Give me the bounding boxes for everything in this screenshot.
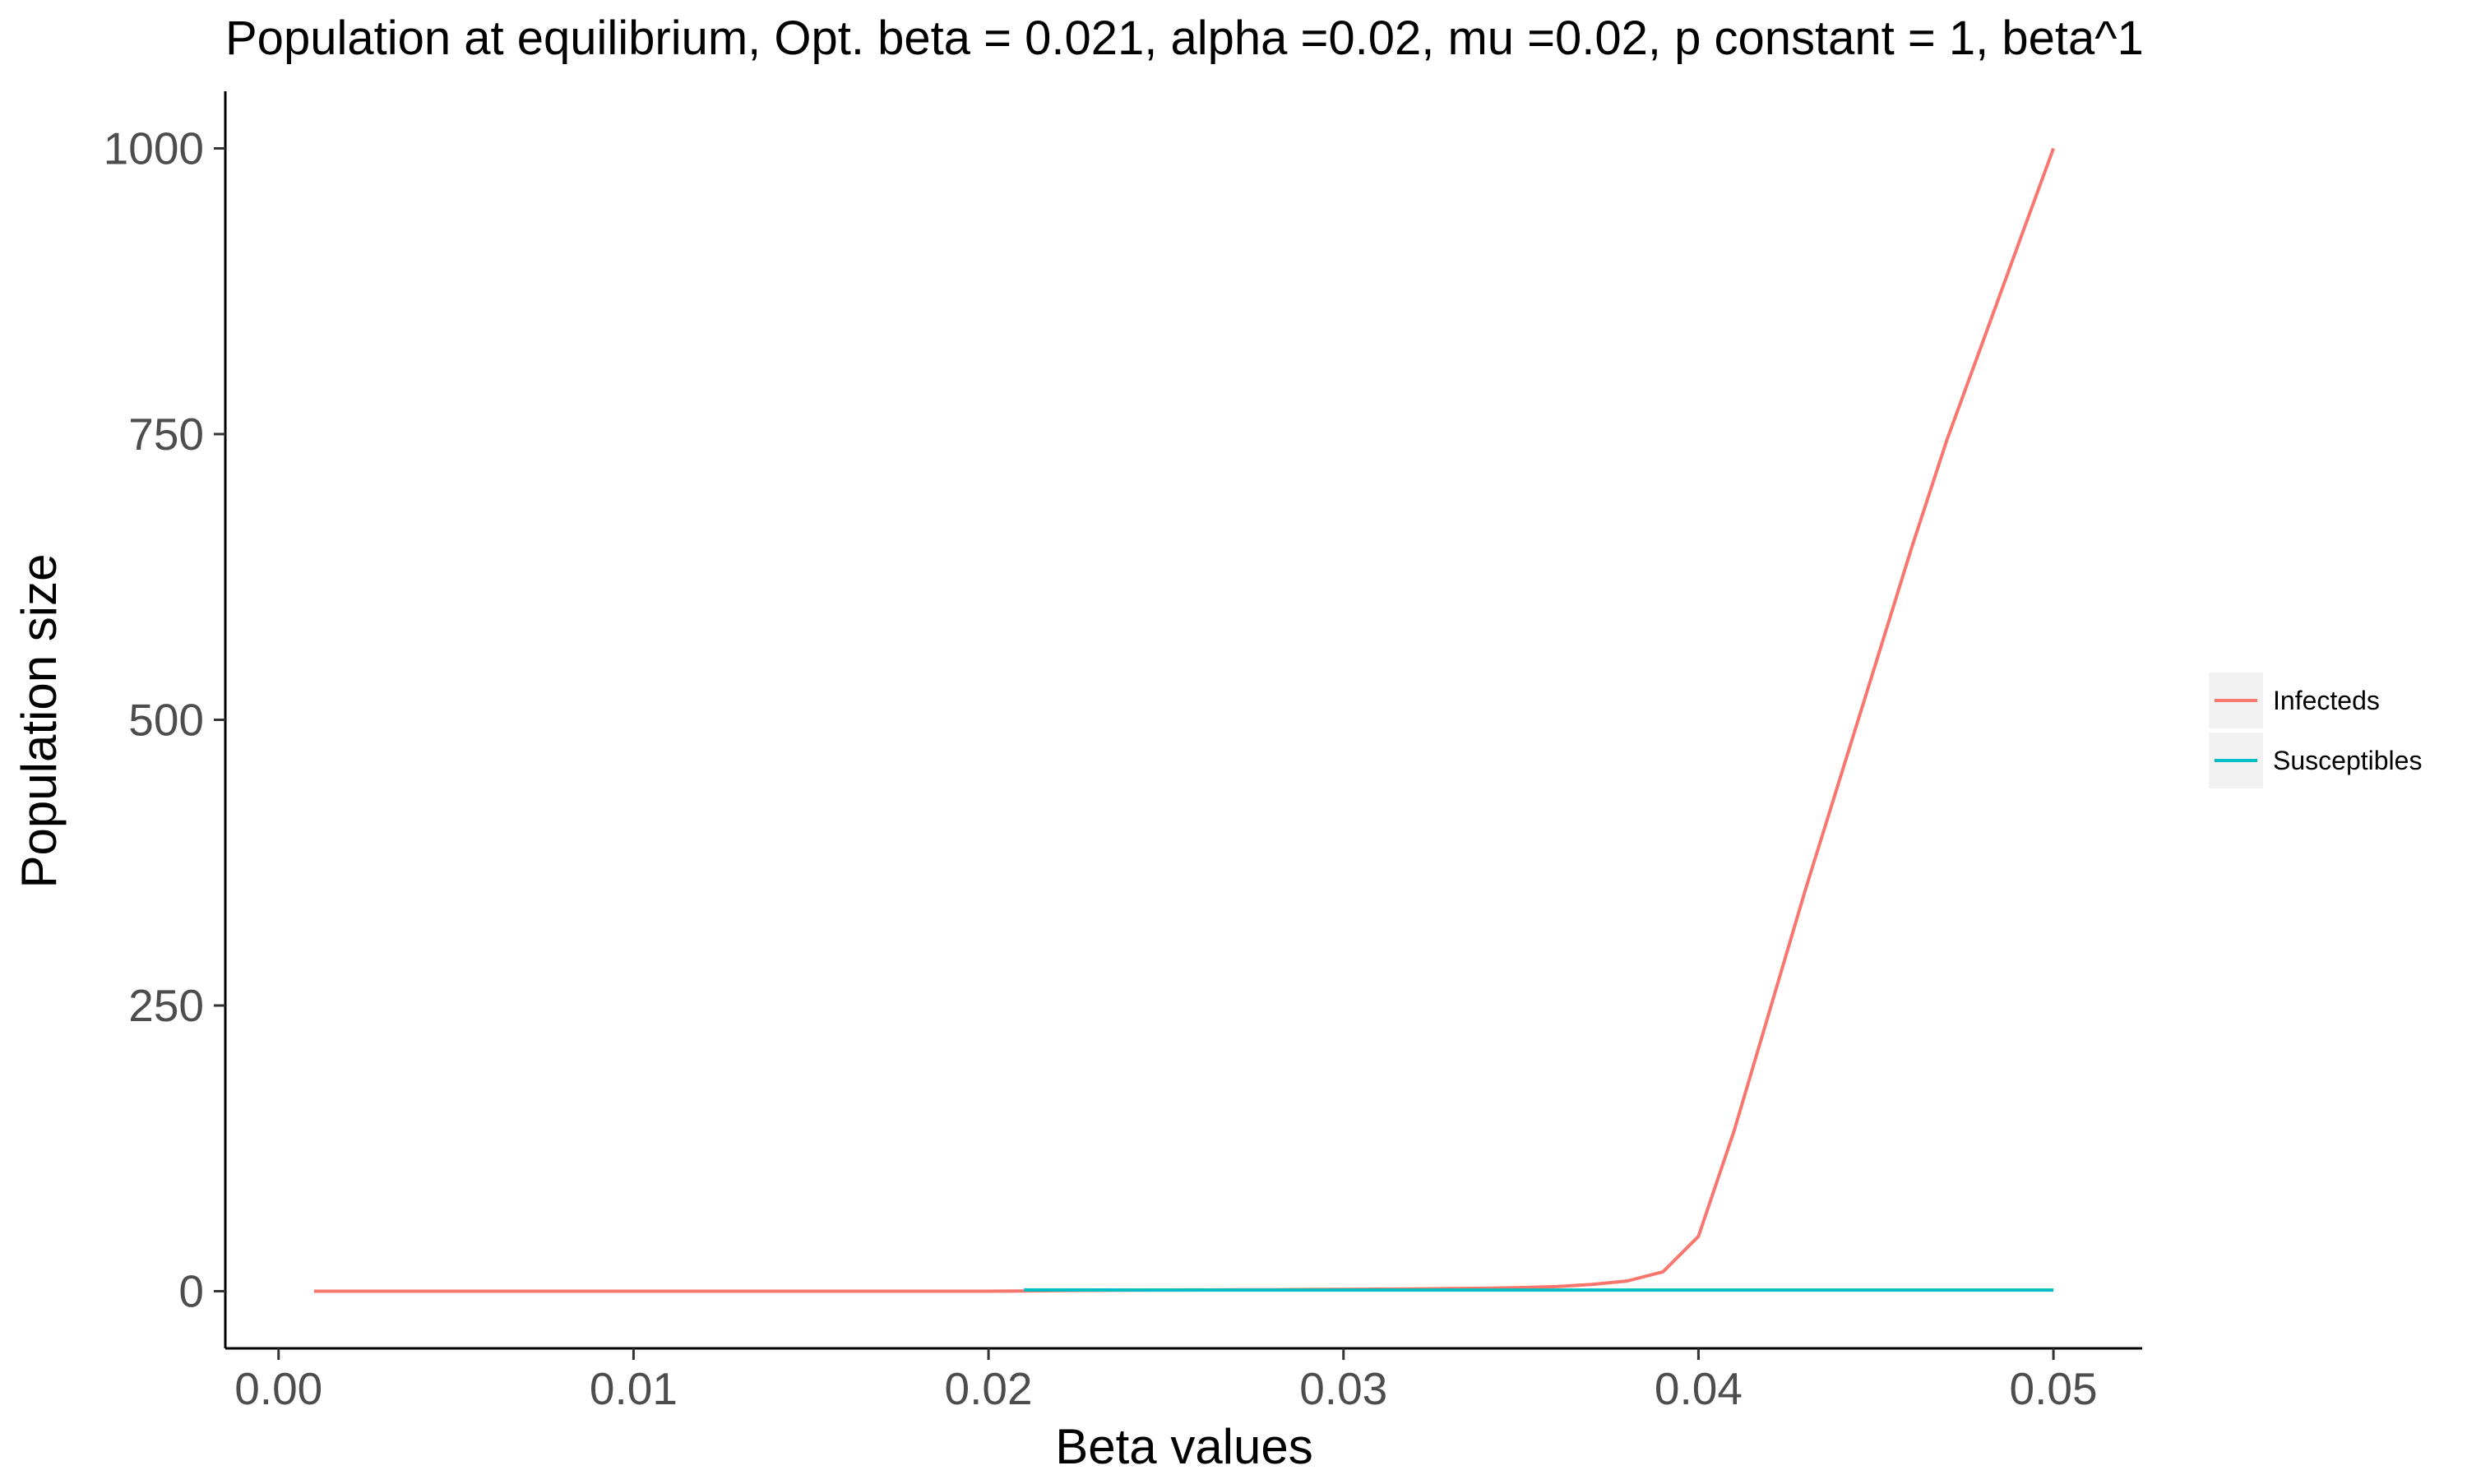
y-axis-title: Population size [12,554,67,889]
y-tick-label: 750 [128,409,204,460]
x-axis-ticks: 0.00 0.01 0.02 0.03 0.04 0.05 [234,1348,2097,1414]
legend-label: Susceptibles [2273,746,2422,775]
x-tick-label: 0.02 [945,1363,1033,1414]
series-line-infecteds [314,149,2053,1292]
x-axis-title: Beta values [1055,1419,1313,1474]
legend: Infecteds Susceptibles [2209,673,2422,788]
chart-title: Population at equilibrium, Opt. beta = 0… [225,12,2144,65]
y-tick-label: 0 [178,1266,204,1317]
y-axis-ticks: 0 250 500 750 1000 [104,123,225,1317]
series-layer [314,149,2053,1292]
x-tick-label: 0.05 [2010,1363,2098,1414]
y-tick-label: 1000 [104,123,204,174]
x-tick-label: 0.03 [1299,1363,1387,1414]
y-tick-label: 250 [128,980,204,1031]
x-tick-label: 0.01 [590,1363,678,1414]
x-tick-label: 0.00 [234,1363,322,1414]
y-tick-label: 500 [128,695,204,746]
x-tick-label: 0.04 [1655,1363,1743,1414]
legend-label: Infecteds [2273,686,2380,715]
